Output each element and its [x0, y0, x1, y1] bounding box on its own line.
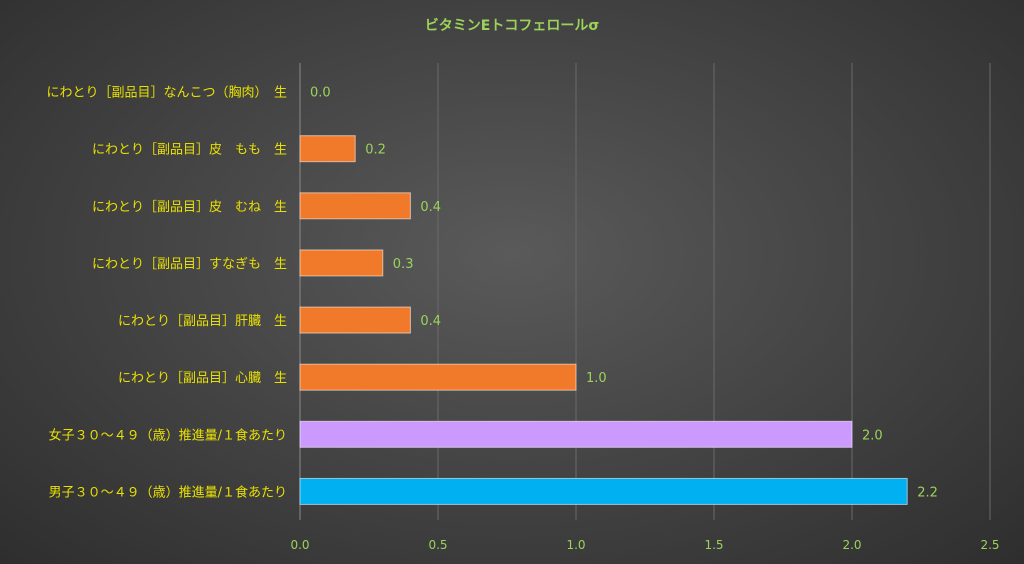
category-label: にわとり［副品目］肝臓 生 [118, 314, 287, 329]
x-tick-label: 0.0 [290, 538, 309, 552]
x-tick-label: 0.5 [428, 538, 447, 552]
bar [299, 192, 411, 220]
bars [299, 135, 908, 505]
x-tick-label: 1.0 [566, 538, 585, 552]
value-label: 0.0 [310, 86, 331, 101]
value-labels: 0.0 0.2 0.4 0.3 0.4 1.0 2.0 2.2 [310, 86, 938, 501]
bar [299, 135, 356, 163]
value-label: 2.2 [917, 485, 938, 500]
value-label: 0.4 [420, 200, 441, 215]
category-label: にわとり［副品目］皮 むね 生 [92, 200, 287, 215]
category-label: 女子３０～４９（歳）推進量/１食あたり [49, 427, 287, 443]
bar [299, 306, 411, 334]
category-label: にわとり［副品目］皮 もも 生 [92, 143, 287, 158]
value-label: 1.0 [586, 371, 607, 386]
value-label: 0.2 [365, 143, 386, 158]
bar [299, 477, 908, 505]
category-label: にわとり［副品目］なんこつ（胸肉） 生 [46, 86, 287, 101]
chart-title: ビタミンEトコフェロールσ [425, 18, 600, 34]
bar [299, 249, 384, 277]
value-label: 2.0 [862, 428, 883, 443]
x-tick-label: 2.0 [842, 538, 861, 552]
grid-lines [299, 63, 991, 520]
category-label: にわとり［副品目］すなぎも 生 [92, 257, 287, 272]
category-label: 男子３０～４９（歳）推進量/１食あたり [49, 484, 287, 500]
value-label: 0.4 [420, 314, 441, 329]
x-tick-label: 1.5 [704, 538, 723, 552]
value-label: 0.3 [393, 257, 414, 272]
x-tick-label: 2.5 [980, 538, 999, 552]
x-axis-ticks: 0.0 0.5 1.0 1.5 2.0 2.5 [290, 538, 999, 552]
category-label: にわとり［副品目］心臓 生 [118, 371, 287, 386]
bar [299, 363, 577, 391]
bar [299, 420, 853, 448]
